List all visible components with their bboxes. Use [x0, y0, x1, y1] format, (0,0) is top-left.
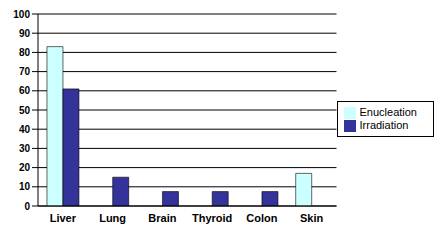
svg-text:40: 40: [19, 124, 31, 135]
svg-text:10: 10: [19, 181, 31, 192]
svg-text:30: 30: [19, 143, 31, 154]
svg-text:Lung: Lung: [99, 212, 126, 224]
svg-text:100: 100: [13, 9, 30, 20]
svg-text:50: 50: [19, 105, 31, 116]
svg-text:Colon: Colon: [246, 212, 277, 224]
svg-text:80: 80: [19, 47, 31, 58]
svg-text:Brain: Brain: [148, 212, 176, 224]
html-text:Enucleation: Enucleation: [359, 105, 417, 118]
svg-text:Thyroid: Thyroid: [192, 212, 232, 224]
svg-text:90: 90: [19, 28, 31, 39]
svg-text:0: 0: [24, 201, 30, 212]
svg-text:Liver: Liver: [50, 212, 77, 224]
html-text:Irradiation: Irradiation: [359, 119, 409, 131]
svg-text:20: 20: [19, 162, 31, 173]
svg-text:70: 70: [19, 66, 31, 77]
svg-text:Skin: Skin: [300, 212, 324, 224]
svg-text:60: 60: [19, 85, 31, 96]
